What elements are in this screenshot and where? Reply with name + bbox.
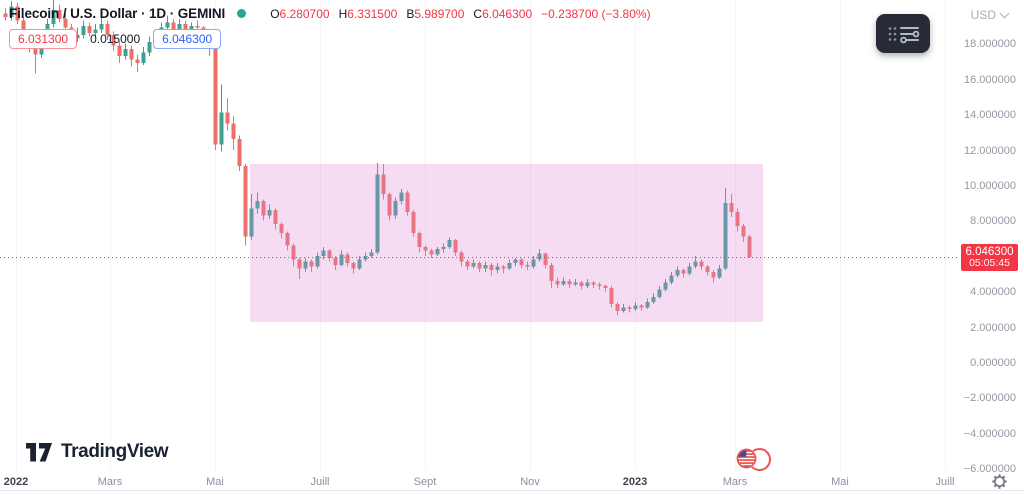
- price-axis-tick: 16.000000: [964, 73, 1016, 86]
- time-axis-tick: Juill: [935, 476, 955, 488]
- time-axis-tick: 2022: [3, 476, 29, 488]
- spread-value: 0.015000: [90, 32, 141, 46]
- price-axis-tick: 0.000000: [970, 357, 1016, 370]
- open-value: 6.280700: [279, 6, 330, 21]
- open-label: O: [270, 6, 280, 21]
- high-value: 6.331500: [347, 6, 398, 21]
- last-price-value: 6.046300: [965, 246, 1014, 258]
- time-axis-tick: Mai: [831, 476, 849, 488]
- currency-selector[interactable]: USD: [970, 8, 1010, 22]
- close-label: C: [473, 6, 483, 21]
- price-axis-tick: −2.000000: [963, 392, 1016, 405]
- ask-price-badge[interactable]: 6.046300: [153, 29, 222, 49]
- ohlc-readout: O6.280700 H6.331500 B5.989700 C6.046300 …: [270, 7, 650, 21]
- price-axis-tick: 10.000000: [964, 180, 1016, 193]
- tradingview-mark-icon: [26, 442, 52, 461]
- indicators-panel-button[interactable]: [876, 14, 930, 53]
- close-value: 6.046300: [482, 6, 533, 21]
- settings-button[interactable]: [990, 472, 1009, 491]
- tradingview-logo[interactable]: TradingView: [26, 441, 169, 463]
- price-axis-tick: −6.000000: [963, 463, 1016, 476]
- time-axis-tick: Nov: [520, 476, 540, 488]
- economic-event-marker[interactable]: [735, 447, 771, 471]
- chart-legend: Filecoin / U.S. Dollar · 1D · GEMINI O6.…: [9, 6, 651, 49]
- us-flag-icon: [736, 448, 757, 469]
- change-value: −0.238700 (−3.80%): [541, 6, 651, 21]
- time-axis-tick: Juill: [310, 476, 330, 488]
- price-axis-tick: −4.000000: [963, 427, 1016, 440]
- price-axis-tick: 14.000000: [964, 109, 1016, 122]
- time-axis-tick: Mars: [97, 476, 123, 488]
- last-price-label: 6.046300 05:05:45: [961, 244, 1018, 271]
- low-value: 5.989700: [414, 6, 465, 21]
- symbol-title[interactable]: Filecoin / U.S. Dollar · 1D · GEMINI: [9, 6, 226, 21]
- low-label: B: [406, 6, 415, 21]
- price-axis-tick: 2.000000: [970, 321, 1016, 334]
- gear-icon: [992, 474, 1007, 489]
- price-axis[interactable]: 18.000000 16.000000 14.000000 12.000000 10.0…: [954, 0, 1024, 475]
- high-label: H: [338, 6, 348, 21]
- chevron-down-icon: [999, 8, 1010, 19]
- bid-price-badge[interactable]: 6.031300: [9, 29, 78, 49]
- price-axis-tick: 12.000000: [964, 144, 1016, 157]
- bottom-divider: [0, 490, 1024, 491]
- time-axis-tick: Mai: [206, 476, 224, 488]
- price-axis-tick: 8.000000: [970, 215, 1016, 228]
- time-axis-tick: 2023: [622, 476, 648, 488]
- market-status-icon[interactable]: [237, 9, 247, 18]
- time-axis-tick: Sept: [413, 476, 437, 488]
- sliders-icon: [888, 26, 920, 43]
- tradingview-logo-text: TradingView: [61, 441, 169, 462]
- time-axis-tick: Mars: [722, 476, 748, 488]
- bar-countdown: 05:05:45: [969, 257, 1010, 269]
- price-axis-tick: 4.000000: [970, 286, 1016, 299]
- price-axis-tick: 18.000000: [964, 38, 1016, 51]
- currency-label: USD: [970, 8, 996, 22]
